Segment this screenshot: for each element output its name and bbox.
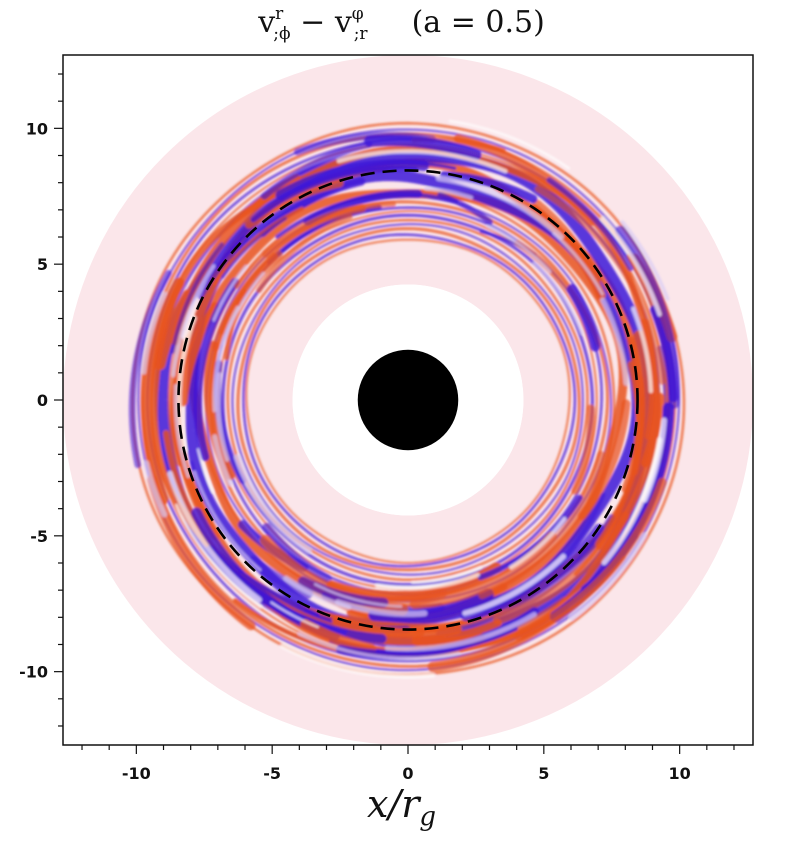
- x-tick-label: -10: [122, 764, 151, 783]
- wisp: [568, 532, 647, 621]
- filament: [571, 404, 595, 495]
- wisp: [280, 643, 436, 679]
- wisp: [143, 460, 168, 518]
- filament: [566, 284, 601, 352]
- title-parameter: (a = 0.5): [411, 5, 545, 40]
- overlay: [177, 169, 639, 631]
- wisp: [620, 220, 670, 301]
- x-tick-label: 5: [538, 764, 549, 783]
- thin-ring: [236, 226, 581, 572]
- wisp: [193, 470, 262, 572]
- wisp: [171, 264, 216, 378]
- wisp: [283, 575, 352, 610]
- axes: -10 -5 0 5 10 -10 -5 0 5 10: [19, 73, 735, 783]
- wisp: [196, 448, 214, 493]
- wisp: [424, 186, 474, 200]
- filament: [595, 330, 655, 551]
- y-tick-label: -5: [30, 527, 48, 546]
- thin-ring: [137, 128, 681, 672]
- filament: [514, 477, 667, 641]
- filament: [546, 177, 634, 272]
- title-subscript-phi: ;ϕ: [273, 24, 291, 44]
- thin-ring: [242, 233, 577, 568]
- filament: [364, 134, 482, 161]
- title-subscript-r: ;r: [353, 24, 368, 44]
- wisp: [375, 572, 480, 591]
- x-tick-label: 0: [402, 764, 413, 783]
- filament: [260, 140, 373, 200]
- y-tick-label: 0: [37, 391, 48, 410]
- filament: [141, 277, 185, 505]
- thin-ring: [245, 238, 571, 564]
- filament: [256, 213, 353, 294]
- filament: [128, 269, 172, 469]
- filament: [248, 555, 314, 599]
- y-tick-label: 5: [37, 255, 48, 274]
- wisp: [222, 271, 265, 346]
- wisp: [215, 372, 230, 462]
- title-superscript-r: r: [275, 4, 284, 24]
- wisp: [313, 583, 403, 608]
- dashed-reference-circle: [177, 169, 639, 631]
- wisp: [384, 611, 537, 652]
- wisp: [411, 566, 482, 584]
- title-superscript-varphi: φ: [351, 4, 364, 24]
- field-structure: [128, 119, 686, 679]
- x-tick-label: -5: [263, 764, 281, 783]
- thin-ring: [226, 218, 589, 582]
- thin-ring: [231, 223, 584, 576]
- y-tick-label: -10: [19, 663, 48, 682]
- title-minus: −: [290, 5, 335, 40]
- wisp: [462, 553, 567, 616]
- wisp: [173, 384, 191, 479]
- wisp: [212, 434, 233, 487]
- wisp: [167, 470, 262, 603]
- filament: [178, 302, 220, 407]
- filament: [331, 615, 462, 639]
- thin-ring: [221, 213, 594, 587]
- x-axis-label: x/rg: [366, 782, 437, 832]
- filament: [409, 531, 557, 610]
- wisp: [297, 632, 460, 660]
- filament: [211, 252, 279, 352]
- chart-title: vr;ϕ − vφ;r (a = 0.5): [0, 4, 803, 44]
- filament: [478, 450, 605, 600]
- wisp: [641, 417, 667, 503]
- wisp: [336, 149, 508, 174]
- wisp: [599, 297, 629, 386]
- wisp: [270, 601, 320, 629]
- wisp: [486, 224, 552, 274]
- filament: [261, 203, 367, 258]
- wisp: [552, 231, 604, 296]
- filament: [293, 161, 457, 192]
- wisp: [509, 516, 567, 570]
- title-symbol-v: v: [258, 5, 276, 40]
- x-axis-label-subscript: g: [419, 802, 437, 832]
- y-tick-label: 10: [26, 119, 48, 138]
- filament: [262, 522, 332, 584]
- filament: [534, 185, 666, 385]
- title-symbol-v2: v: [334, 5, 352, 40]
- wisp: [600, 216, 662, 317]
- wisp: [448, 119, 571, 170]
- wisp: [435, 175, 565, 240]
- x-tick-label: 10: [669, 764, 691, 783]
- wisp: [212, 264, 248, 322]
- filament: [615, 225, 680, 409]
- wisp: [141, 291, 167, 375]
- filament: [577, 399, 631, 521]
- wisp: [175, 503, 262, 609]
- filament: [220, 216, 288, 279]
- filament: [303, 189, 423, 226]
- wisp: [234, 454, 312, 554]
- filament: [640, 392, 665, 468]
- wisp: [335, 599, 428, 617]
- filament: [300, 618, 377, 655]
- black-hole-disc: [357, 349, 459, 451]
- filament: [170, 242, 224, 354]
- filament: [437, 191, 493, 225]
- wisp: [631, 306, 654, 394]
- wisp: [532, 261, 584, 335]
